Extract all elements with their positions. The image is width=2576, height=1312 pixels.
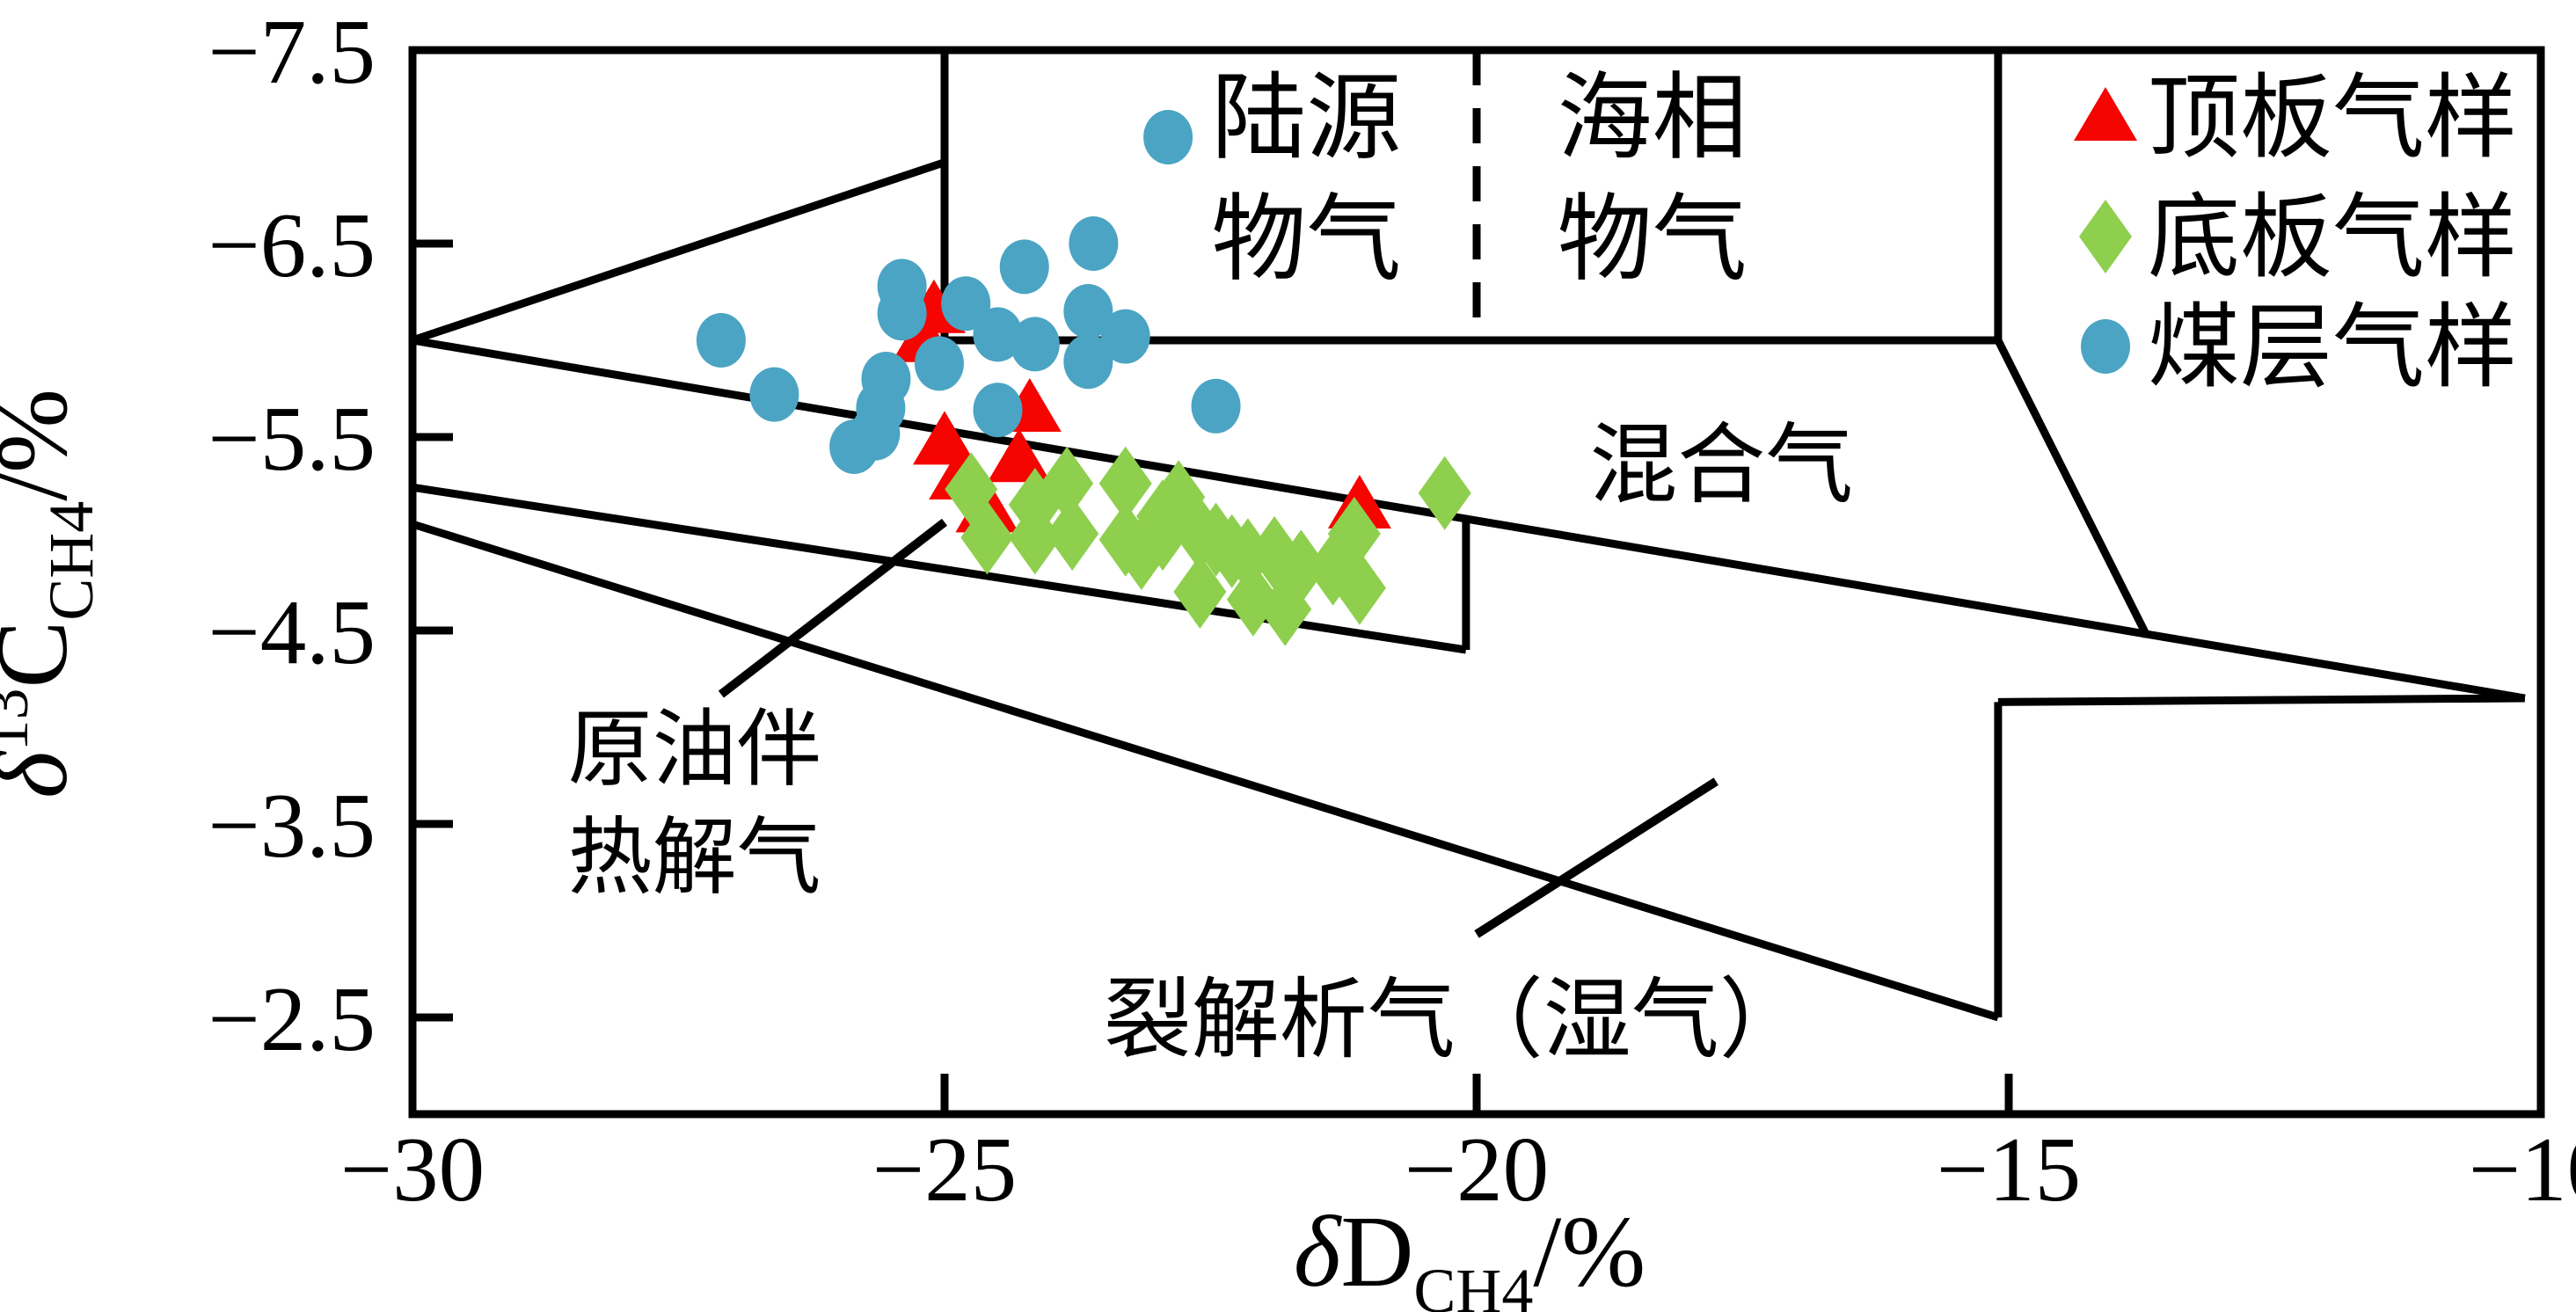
region-label-terrigenous-organic-gas: 陆源 [1211, 67, 1401, 171]
region-label-oil-associated-pyrolysis-gas: 热解气 [568, 811, 821, 905]
x-tick-label: −10 [2469, 1118, 2576, 1221]
boundary-left-arrow-upper-edge [411, 158, 946, 345]
data-point-floor-gas [1136, 497, 1190, 571]
y-axis-title: δ13CCH4/% [0, 389, 106, 798]
region-label-cracking-gas-wet-gas: 裂解析气（湿气） [1104, 972, 1807, 1069]
data-point-coal-seam-gas [914, 336, 964, 391]
data-point-floor-gas [1173, 555, 1227, 629]
y-tick-label: −2.5 [208, 967, 376, 1070]
legend-label-roof-gas: 顶板气样 [2148, 67, 2517, 170]
legend-marker-diamond-icon [2079, 200, 2132, 273]
data-point-floor-gas [1332, 550, 1386, 625]
legend-marker-triangle-icon [2074, 87, 2137, 141]
y-tick-label: −3.5 [208, 774, 376, 877]
data-point-coal-seam-gas [973, 383, 1023, 438]
y-tick-label: −4.5 [208, 580, 376, 683]
data-point-coal-seam-gas [1063, 284, 1113, 339]
data-point-coal-seam-gas [973, 307, 1023, 362]
legend-label-coal-seam-gas: 煤层气样 [2148, 296, 2517, 399]
data-point-coal-seam-gas [1010, 317, 1060, 372]
region-label-terrigenous-organic-gas: 物气 [1211, 188, 1401, 293]
data-point-coal-seam-gas [1063, 334, 1113, 390]
pointer-oil-associated [718, 518, 948, 698]
data-point-floor-gas [1008, 500, 1062, 575]
data-point-floor-gas [1098, 446, 1152, 521]
data-point-coal-seam-gas [829, 419, 879, 474]
data-point-floor-gas [1259, 572, 1312, 646]
data-point-floor-gas [1327, 497, 1381, 571]
data-point-coal-seam-gas [749, 367, 799, 422]
data-point-coal-seam-gas [696, 313, 746, 368]
region-label-marine-organic-gas: 物气 [1558, 188, 1748, 293]
y-tick-label: −6.5 [208, 193, 376, 296]
x-axis-title: δDCH4/% [1294, 1196, 1646, 1312]
boundary-right-slant-edge [1994, 338, 2151, 638]
data-point-floor-gas [960, 500, 1014, 575]
legend-marker-circle-icon [2081, 319, 2130, 374]
data-point-floor-gas [1418, 456, 1471, 530]
x-tick-label: −25 [872, 1118, 1017, 1221]
boundary-notch-horizontal [1997, 694, 2525, 706]
pointer-cracking-gas [1474, 777, 1719, 938]
region-label-marine-organic-gas: 海相 [1558, 67, 1748, 171]
data-point-coal-seam-gas [1191, 378, 1241, 434]
data-point-coal-seam-gas [941, 276, 991, 332]
data-point-coal-seam-gas [1143, 110, 1193, 164]
y-tick-label: −7.5 [208, 0, 376, 103]
boundary-lower-long-diagonal [411, 520, 2000, 1022]
data-point-floor-gas [1046, 497, 1099, 571]
x-tick-label: −20 [1405, 1118, 1549, 1221]
legend-label-floor-gas: 底板气样 [2148, 186, 2517, 289]
y-tick-label: −5.5 [208, 387, 376, 490]
region-label-oil-associated-pyrolysis-gas: 原油伴 [568, 703, 821, 797]
x-tick-label: −30 [340, 1118, 485, 1221]
region-label-mixed-gas: 混合气 [1589, 417, 1853, 514]
x-tick-label: −15 [1937, 1118, 2081, 1221]
data-point-coal-seam-gas [999, 239, 1049, 295]
data-point-coal-seam-gas [1100, 309, 1150, 364]
data-point-coal-seam-gas [1069, 216, 1119, 271]
data-point-coal-seam-gas [877, 286, 927, 341]
